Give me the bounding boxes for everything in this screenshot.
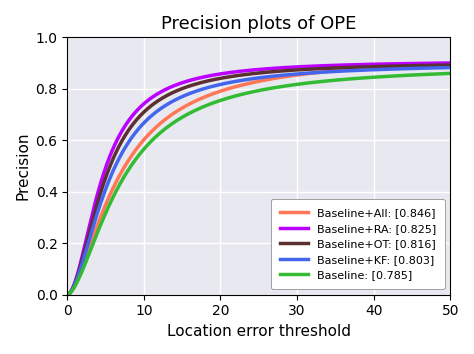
Baseline: [0.785]: (0, 4.86e-17): [0.785]: (0, 4.86e-17) (64, 293, 70, 297)
Baseline+OT: [0.816]: (5.11, 0.463): [0.816]: (5.11, 0.463) (103, 173, 109, 178)
Baseline+All: [0.846]: (0, 1.69e-16): [0.846]: (0, 1.69e-16) (64, 293, 70, 297)
Y-axis label: Precision: Precision (15, 132, 30, 200)
Legend: Baseline+All: [0.846], Baseline+RA: [0.825], Baseline+OT: [0.816], Baseline+KF: : Baseline+All: [0.846], Baseline+RA: [0.8… (271, 199, 445, 289)
Line: Baseline+All: [0.846]: Baseline+All: [0.846] (67, 64, 450, 295)
Line: Baseline+RA: [0.825]: Baseline+RA: [0.825] (67, 63, 450, 295)
Baseline+OT: [0.816]: (39, 0.885): [0.816]: (39, 0.885) (363, 65, 369, 69)
Baseline+OT: [0.816]: (50, 0.892): [0.816]: (50, 0.892) (447, 63, 453, 67)
Baseline+OT: [0.816]: (22, 0.851): [0.816]: (22, 0.851) (233, 74, 239, 78)
Baseline+RA: [0.825]: (34.3, 0.891): [0.825]: (34.3, 0.891) (328, 63, 333, 68)
Baseline+KF: [0.803]: (5.11, 0.418): [0.803]: (5.11, 0.418) (103, 185, 109, 189)
Baseline: [0.785]: (20.2, 0.757): [0.785]: (20.2, 0.757) (219, 98, 225, 102)
Baseline+All: [0.846]: (39, 0.88): [0.846]: (39, 0.88) (363, 66, 369, 70)
Line: Baseline+KF: [0.803]: Baseline+KF: [0.803] (67, 68, 450, 295)
Baseline+OT: [0.816]: (0, 1.04e-18): [0.816]: (0, 1.04e-18) (64, 293, 70, 297)
Line: Baseline+OT: [0.816]: Baseline+OT: [0.816] (67, 65, 450, 295)
Title: Precision plots of OPE: Precision plots of OPE (161, 15, 356, 33)
Baseline: [0.785]: (39.9, 0.845): [0.785]: (39.9, 0.845) (370, 75, 376, 79)
Baseline+All: [0.846]: (20.2, 0.793): [0.846]: (20.2, 0.793) (219, 88, 225, 93)
Baseline+KF: [0.803]: (39.9, 0.874): [0.803]: (39.9, 0.874) (370, 68, 376, 72)
Baseline+All: [0.846]: (39.9, 0.882): [0.846]: (39.9, 0.882) (370, 65, 376, 70)
Baseline+KF: [0.803]: (20.2, 0.819): [0.803]: (20.2, 0.819) (219, 82, 225, 86)
Baseline+RA: [0.825]: (22, 0.866): [0.825]: (22, 0.866) (233, 70, 239, 74)
Baseline+RA: [0.825]: (39, 0.895): [0.825]: (39, 0.895) (363, 62, 369, 67)
Baseline+RA: [0.825]: (0, 4.02e-19): [0.825]: (0, 4.02e-19) (64, 293, 70, 297)
Baseline+OT: [0.816]: (34.3, 0.88): [0.816]: (34.3, 0.88) (328, 66, 333, 70)
Baseline+KF: [0.803]: (0, 4.09e-18): [0.803]: (0, 4.09e-18) (64, 293, 70, 297)
X-axis label: Location error threshold: Location error threshold (167, 324, 351, 339)
Baseline: [0.785]: (22, 0.773): [0.785]: (22, 0.773) (233, 94, 239, 98)
Baseline+RA: [0.825]: (50, 0.9): [0.825]: (50, 0.9) (447, 61, 453, 65)
Baseline+All: [0.846]: (50, 0.897): [0.846]: (50, 0.897) (447, 62, 453, 66)
Line: Baseline: [0.785]: Baseline: [0.785] (67, 73, 450, 295)
Baseline+All: [0.846]: (22, 0.809): [0.846]: (22, 0.809) (233, 85, 239, 89)
Baseline+KF: [0.803]: (39, 0.873): [0.803]: (39, 0.873) (363, 68, 369, 72)
Baseline+KF: [0.803]: (50, 0.882): [0.803]: (50, 0.882) (447, 65, 453, 70)
Baseline: [0.785]: (39, 0.843): [0.785]: (39, 0.843) (363, 76, 369, 80)
Baseline+All: [0.846]: (34.3, 0.868): [0.846]: (34.3, 0.868) (328, 69, 333, 73)
Baseline+KF: [0.803]: (22, 0.829): [0.803]: (22, 0.829) (233, 79, 239, 84)
Baseline: [0.785]: (5.11, 0.324): [0.785]: (5.11, 0.324) (103, 209, 109, 213)
Baseline+RA: [0.825]: (20.2, 0.859): [0.825]: (20.2, 0.859) (219, 72, 225, 76)
Baseline+RA: [0.825]: (5.11, 0.502): [0.825]: (5.11, 0.502) (103, 164, 109, 168)
Baseline+OT: [0.816]: (20.2, 0.842): [0.816]: (20.2, 0.842) (219, 76, 225, 80)
Baseline+All: [0.846]: (5.11, 0.357): [0.846]: (5.11, 0.357) (103, 201, 109, 205)
Baseline+KF: [0.803]: (34.3, 0.866): [0.803]: (34.3, 0.866) (328, 70, 333, 74)
Baseline: [0.785]: (34.3, 0.832): [0.785]: (34.3, 0.832) (328, 79, 333, 83)
Baseline: [0.785]: (50, 0.86): [0.785]: (50, 0.86) (447, 71, 453, 75)
Baseline+RA: [0.825]: (39.9, 0.895): [0.825]: (39.9, 0.895) (370, 62, 376, 67)
Baseline+OT: [0.816]: (39.9, 0.886): [0.816]: (39.9, 0.886) (370, 64, 376, 69)
